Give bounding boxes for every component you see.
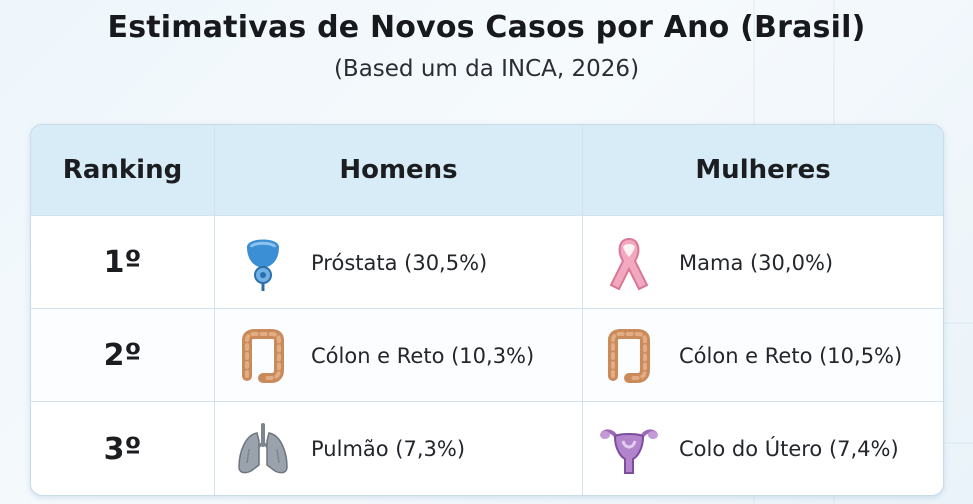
header-mulheres: Mulheres bbox=[695, 155, 831, 185]
colon-icon bbox=[233, 326, 293, 386]
chart-subtitle: (Based um da INCA, 2026) bbox=[333, 56, 640, 82]
rank-label: 1º bbox=[103, 245, 142, 280]
table-row: 3º Pulmão (7,3%) bbox=[31, 401, 943, 495]
homens-cell: Pulmão (7,3%) bbox=[215, 402, 583, 495]
mulheres-cell: Mama (30,0%) bbox=[583, 216, 943, 309]
mulheres-cancer-label: Cólon e Reto (10,5%) bbox=[679, 343, 903, 368]
pink-ribbon-icon bbox=[599, 233, 659, 293]
homens-cancer-label: Cólon e Reto (10,3%) bbox=[311, 343, 535, 368]
cancer-ranking-table: Ranking Homens Mulheres 1º Próstata (30,… bbox=[30, 124, 944, 496]
homens-cell: Cólon e Reto (10,3%) bbox=[215, 309, 583, 402]
mulheres-cell: Cólon e Reto (10,5%) bbox=[583, 309, 943, 402]
mulheres-cancer-label: Colo do Útero (7,4%) bbox=[679, 437, 899, 461]
table-header-row: Ranking Homens Mulheres bbox=[31, 125, 943, 215]
prostate-icon bbox=[233, 233, 293, 293]
table-row: 2º Cólon e Reto (10,3%) Cólon e Reto (10… bbox=[31, 308, 943, 402]
rank-label: 3º bbox=[103, 431, 142, 467]
mulheres-cancer-label: Mama (30,0%) bbox=[679, 250, 834, 275]
header-homens: Homens bbox=[215, 125, 583, 215]
table-row: 1º Próstata (30,5%) Mama (30,0%) bbox=[31, 215, 943, 309]
lungs-icon bbox=[233, 419, 293, 479]
uterus-icon bbox=[599, 419, 659, 479]
chart-title: Estimativas de Novos Casos por Ano (Bras… bbox=[107, 10, 866, 45]
mulheres-cell: Colo do Útero (7,4%) bbox=[583, 402, 943, 495]
rank-label: 2º bbox=[103, 338, 142, 373]
homens-cancer-label: Próstata (30,5%) bbox=[311, 250, 488, 275]
header-ranking: Ranking bbox=[31, 125, 215, 215]
colon-icon bbox=[599, 326, 659, 386]
homens-cell: Próstata (30,5%) bbox=[215, 216, 583, 309]
homens-cancer-label: Pulmão (7,3%) bbox=[311, 437, 466, 461]
